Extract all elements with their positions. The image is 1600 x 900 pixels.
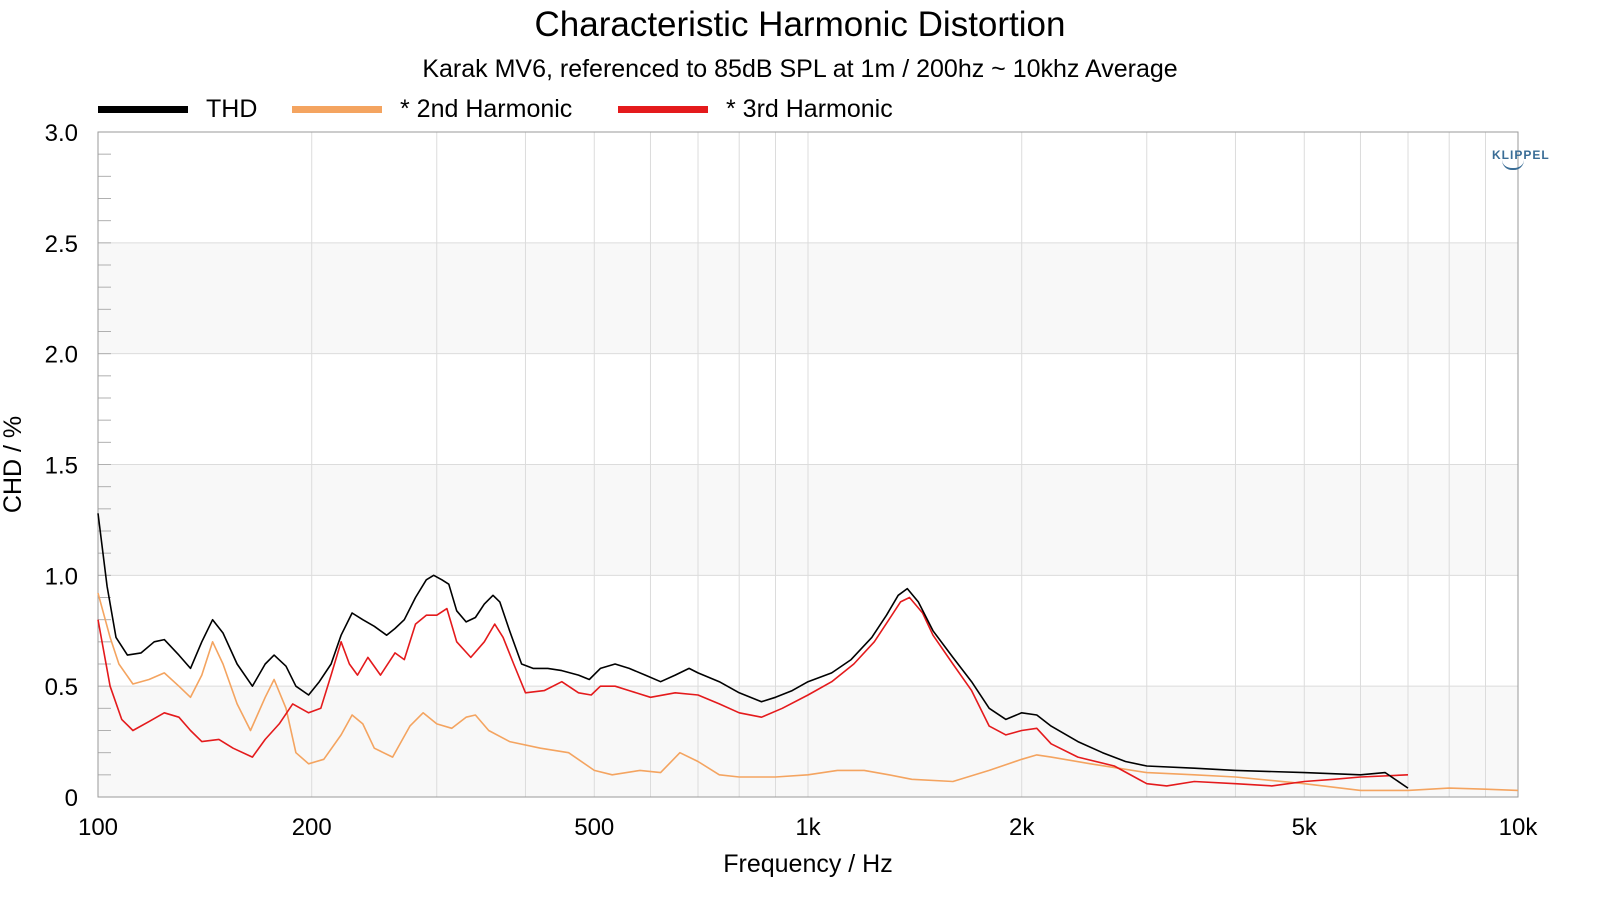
y-axis-title: CHD / %: [0, 416, 27, 513]
x-tick-label: 200: [292, 814, 332, 841]
legend-swatch-thd: [98, 106, 188, 113]
klippel-logo-arc: [1502, 160, 1524, 170]
chart-subtitle: Karak MV6, referenced to 85dB SPL at 1m …: [422, 55, 1178, 83]
y-tick-label: 0.5: [45, 674, 78, 701]
legend-label-thd: THD: [206, 95, 258, 123]
x-tick-label: 500: [574, 814, 614, 841]
legend-label-3rd-harmonic: * 3rd Harmonic: [726, 95, 893, 123]
x-axis-title: Frequency / Hz: [723, 850, 893, 878]
plot-grid: [98, 131, 1518, 798]
plot-series: [97, 513, 1519, 792]
y-tick-label: 2.5: [45, 231, 78, 258]
legend-swatch-2nd-harmonic: [292, 106, 382, 113]
y-tick-label: 1.5: [45, 453, 78, 480]
klippel-logo: KLIPPEL: [1492, 148, 1550, 162]
x-tick-label: 100: [78, 814, 118, 841]
legend-swatch-3rd-harmonic: [618, 106, 708, 113]
plot-frame: [97, 131, 1519, 798]
chart-title: Characteristic Harmonic Distortion: [534, 5, 1066, 44]
series-line-thd: [97, 513, 1409, 789]
axis-tick-labels: 100 200 500 1k 2k 5k 10k 0 0.5 1.0 1.5 2.0 2.5 3.0: [45, 120, 1539, 841]
series-line-2nd-harmonic: [97, 592, 1519, 792]
x-tick-label: 5k: [1292, 814, 1318, 841]
y-tick-label: 0: [65, 785, 78, 812]
legend-label-2nd-harmonic: * 2nd Harmonic: [400, 95, 573, 123]
x-tick-label: 2k: [1009, 814, 1035, 841]
x-tick-label: 10k: [1499, 814, 1539, 841]
series-line-3rd-harmonic: [97, 596, 1409, 787]
x-tick-label: 1k: [795, 814, 821, 841]
y-tick-label: 3.0: [45, 120, 78, 147]
y-tick-label: 2.0: [45, 342, 78, 369]
y-tick-label: 1.0: [45, 563, 78, 590]
